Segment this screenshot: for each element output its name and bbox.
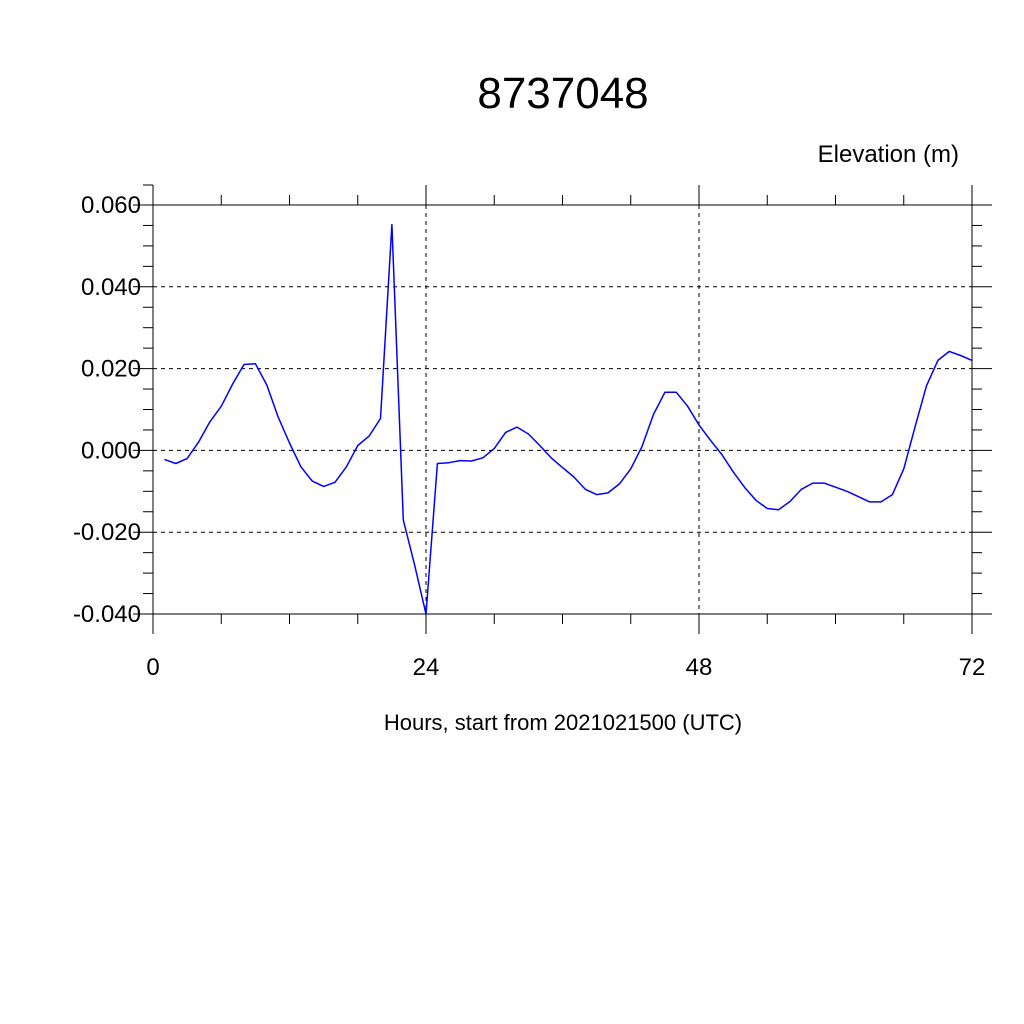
series bbox=[164, 223, 973, 615]
x-tick-label: 0 bbox=[146, 654, 159, 681]
y-tick-label: -0.020 bbox=[73, 519, 141, 546]
chart-title: 8737048 bbox=[477, 69, 648, 118]
ticks bbox=[133, 184, 992, 634]
y-tick-label: -0.040 bbox=[73, 601, 141, 628]
plot-frame bbox=[152, 204, 973, 615]
y-tick-label: 0.060 bbox=[81, 192, 141, 219]
y-tick-label: 0.000 bbox=[81, 437, 141, 464]
series-line bbox=[164, 223, 973, 615]
x-axis-label: Hours, start from 2021021500 (UTC) bbox=[384, 710, 742, 735]
y-tick-label: 0.020 bbox=[81, 356, 141, 383]
grid bbox=[153, 205, 972, 614]
x-tick-label: 72 bbox=[959, 654, 986, 681]
tick-labels: -0.040 -0.020 0.000 0.020 0.040 0.060 0 24 48 72 bbox=[73, 192, 985, 681]
y-axis-label: Elevation (m) bbox=[818, 141, 959, 168]
x-tick-label: 24 bbox=[413, 654, 440, 681]
y-tick-label: 0.040 bbox=[81, 274, 141, 301]
x-tick-label: 48 bbox=[686, 654, 713, 681]
